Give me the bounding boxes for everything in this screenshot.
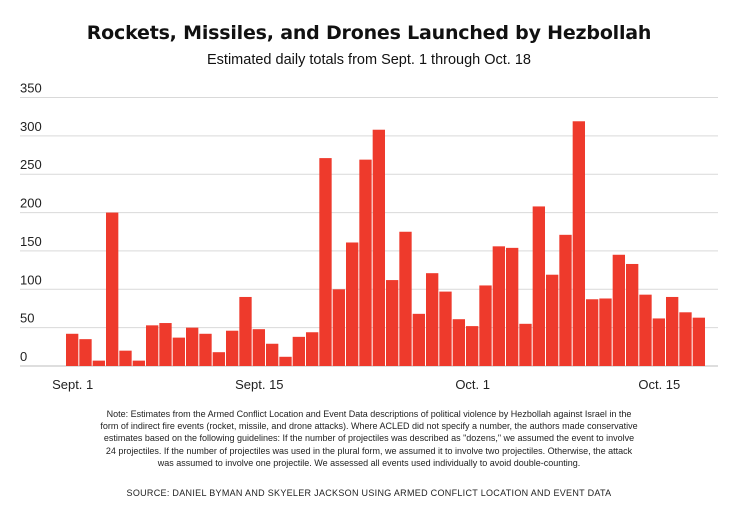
x-tick-label: Oct. 15 (638, 377, 680, 392)
chart-note: Note: Estimates from the Armed Conflict … (0, 408, 738, 469)
bar (666, 296, 679, 366)
x-tick-label: Oct. 1 (455, 377, 490, 392)
y-tick-label: 0 (20, 349, 27, 364)
bar (506, 247, 519, 366)
bar (66, 333, 79, 366)
chart-source: SOURCE: DANIEL BYMAN AND SKYELER JACKSON… (126, 488, 612, 498)
note-line: estimates based on the following guideli… (103, 433, 635, 444)
bar (586, 299, 599, 366)
note-line: was assumed to involve one projectile. W… (157, 457, 581, 468)
bar (466, 326, 479, 366)
bar (159, 323, 172, 366)
bar (532, 206, 545, 366)
y-tick-label: 100 (20, 272, 42, 287)
bar (79, 339, 92, 366)
bar (212, 352, 225, 366)
bar (92, 360, 105, 366)
note-line: form of indirect fire events (rocket, mi… (100, 421, 638, 432)
y-tick-label: 300 (20, 119, 42, 134)
y-tick-label: 150 (20, 234, 42, 249)
bar (252, 329, 265, 366)
y-tick-label: 350 (20, 81, 42, 96)
bar (372, 129, 385, 366)
bar (292, 336, 305, 366)
y-tick-label: 50 (20, 311, 34, 326)
bar (226, 330, 239, 366)
bar (279, 356, 292, 366)
bar (639, 294, 652, 366)
bar (679, 312, 692, 366)
bar (572, 121, 585, 366)
bars (66, 121, 705, 366)
bar (146, 325, 159, 366)
bar (479, 285, 492, 366)
bar (319, 158, 332, 366)
bar (626, 263, 639, 366)
bar (492, 246, 505, 366)
bar (119, 350, 132, 366)
bar (332, 289, 345, 366)
y-tick-label: 250 (20, 157, 42, 172)
bar (452, 319, 465, 366)
bar (172, 337, 185, 366)
bar (692, 317, 705, 366)
bar (359, 159, 372, 366)
bar (132, 360, 145, 366)
bar (386, 280, 399, 366)
bar-chart: 0 50 100 150 200 250 300 350 Sept. 1 Sept. 15 Oct… (20, 81, 718, 392)
note-line: 24 projectiles. If the number of project… (105, 445, 633, 456)
x-axis-tick-labels: Sept. 1 Sept. 15 Oct. 1 Oct. 15 (52, 377, 680, 392)
x-tick-label: Sept. 1 (52, 377, 93, 392)
bar (439, 291, 452, 366)
bar (652, 318, 665, 366)
bar (306, 332, 319, 366)
y-axis-tick-labels: 0 50 100 150 200 250 300 350 (20, 81, 42, 365)
bar (412, 313, 425, 366)
y-tick-label: 200 (20, 196, 42, 211)
bar (266, 343, 279, 366)
bar (426, 273, 439, 366)
bar (559, 234, 572, 366)
bar (519, 323, 532, 366)
bar (199, 333, 212, 366)
bar (612, 254, 625, 366)
bar (399, 231, 412, 366)
bar (239, 296, 252, 366)
chart-title: Rockets, Missiles, and Drones Launched b… (86, 22, 652, 44)
note-line: Note: Estimates from the Armed Conflict … (106, 409, 632, 419)
bar (106, 212, 119, 366)
bar (599, 298, 612, 366)
bar (546, 274, 559, 366)
chart-subtitle: Estimated daily totals from Sept. 1 thro… (207, 52, 531, 68)
x-tick-label: Sept. 15 (235, 377, 283, 392)
bar (186, 327, 199, 366)
bar (346, 242, 359, 366)
